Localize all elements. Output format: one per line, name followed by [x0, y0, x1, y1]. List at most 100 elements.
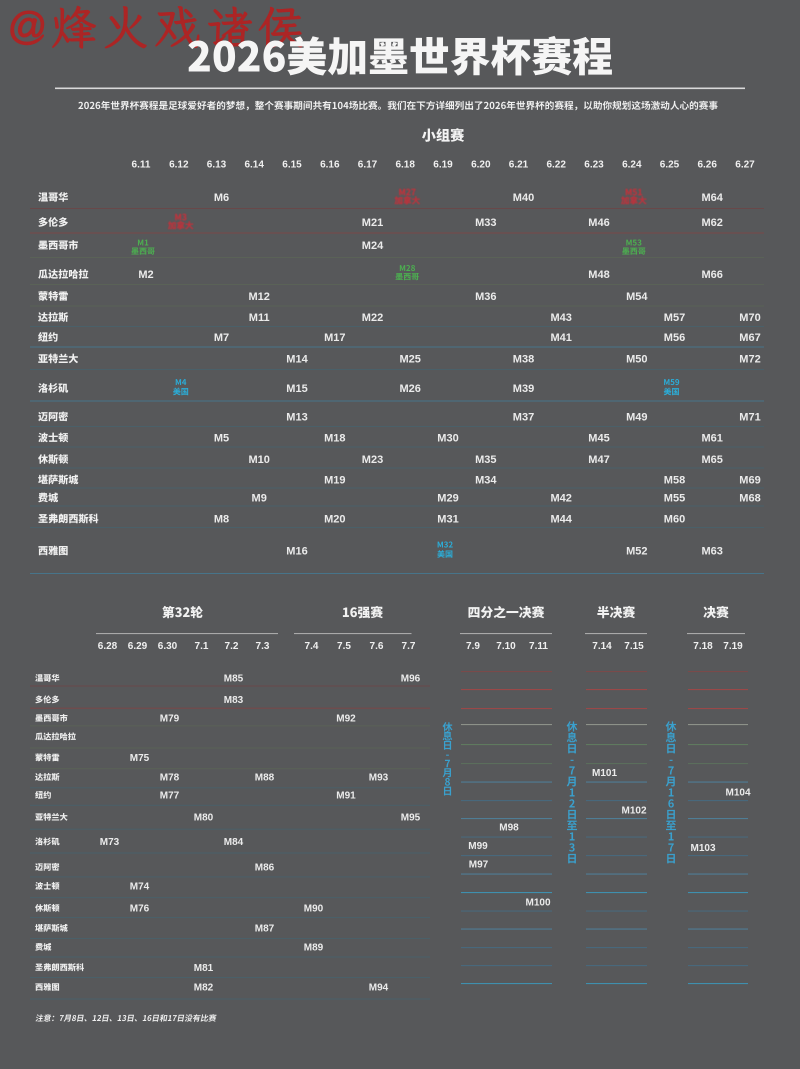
svg-text:7.11: 7.11	[529, 641, 548, 652]
svg-text:M82: M82	[194, 983, 214, 994]
svg-text:M16: M16	[286, 546, 307, 558]
svg-text:M38: M38	[513, 354, 534, 366]
svg-text:6.30: 6.30	[158, 641, 178, 652]
svg-text:M73: M73	[100, 837, 120, 848]
svg-text:7.1: 7.1	[195, 641, 209, 652]
svg-text:7.15: 7.15	[624, 641, 644, 652]
svg-text:6.24: 6.24	[622, 160, 642, 171]
svg-text:M6: M6	[214, 192, 229, 204]
svg-text:6.18: 6.18	[395, 160, 415, 171]
svg-text:M26: M26	[399, 383, 420, 395]
svg-text:M10: M10	[248, 454, 269, 466]
svg-text:M76: M76	[130, 904, 150, 915]
svg-text:6.14: 6.14	[244, 160, 264, 171]
svg-text:M49: M49	[626, 412, 647, 424]
svg-text:M29: M29	[437, 493, 458, 505]
svg-text:M85: M85	[224, 674, 244, 685]
svg-text:M20: M20	[324, 514, 345, 526]
svg-text:M40: M40	[513, 192, 534, 204]
svg-text:M86: M86	[255, 863, 275, 874]
svg-text:6.21: 6.21	[509, 160, 529, 171]
svg-text:M62: M62	[701, 217, 722, 229]
svg-text:7.4: 7.4	[305, 641, 319, 652]
svg-text:M74: M74	[130, 882, 150, 893]
svg-text:6.25: 6.25	[660, 160, 680, 171]
svg-text:M39: M39	[513, 383, 534, 395]
svg-text:M31: M31	[437, 514, 458, 526]
svg-text:M87: M87	[255, 924, 275, 935]
svg-text:M61: M61	[701, 433, 722, 445]
svg-text:M30: M30	[437, 433, 458, 445]
svg-text:6.15: 6.15	[282, 160, 302, 171]
svg-text:7.7: 7.7	[402, 641, 416, 652]
svg-text:M79: M79	[160, 714, 180, 725]
svg-text:M66: M66	[701, 269, 722, 281]
svg-text:M58: M58	[664, 475, 685, 487]
svg-text:6.12: 6.12	[169, 160, 189, 171]
svg-text:M57: M57	[664, 312, 685, 324]
svg-text:6.29: 6.29	[128, 641, 148, 652]
svg-text:M69: M69	[739, 475, 760, 487]
svg-text:6.11: 6.11	[132, 160, 151, 171]
svg-text:6.16: 6.16	[320, 160, 340, 171]
svg-text:6.20: 6.20	[471, 160, 491, 171]
svg-text:M56: M56	[664, 332, 685, 344]
svg-text:M13: M13	[286, 412, 307, 424]
svg-text:7.5: 7.5	[337, 641, 351, 652]
svg-text:M60: M60	[664, 514, 685, 526]
svg-text:M89: M89	[304, 943, 324, 954]
svg-text:M64: M64	[701, 192, 723, 204]
svg-text:7.2: 7.2	[225, 641, 239, 652]
svg-text:M23: M23	[362, 454, 383, 466]
svg-text:M78: M78	[160, 773, 180, 784]
svg-text:M12: M12	[248, 291, 269, 303]
svg-text:M83: M83	[224, 695, 244, 706]
svg-text:M95: M95	[401, 813, 421, 824]
svg-text:M42: M42	[550, 493, 571, 505]
svg-text:M88: M88	[255, 773, 275, 784]
svg-text:M81: M81	[194, 963, 214, 974]
svg-text:M5: M5	[214, 433, 229, 445]
svg-text:M35: M35	[475, 454, 496, 466]
svg-text:M92: M92	[336, 714, 356, 725]
svg-text:7.6: 7.6	[370, 641, 384, 652]
svg-text:M37: M37	[513, 412, 534, 424]
svg-text:M101: M101	[592, 768, 617, 779]
svg-text:M44: M44	[550, 514, 572, 526]
svg-text:M11: M11	[249, 312, 270, 324]
svg-text:M25: M25	[399, 354, 420, 366]
svg-text:M48: M48	[588, 269, 609, 281]
svg-text:6.19: 6.19	[433, 160, 453, 171]
svg-text:7.10: 7.10	[496, 641, 516, 652]
svg-text:M99: M99	[468, 841, 488, 852]
svg-text:M93: M93	[369, 773, 389, 784]
svg-text:M100: M100	[525, 898, 550, 909]
svg-text:M67: M67	[739, 332, 760, 344]
svg-text:6.13: 6.13	[207, 160, 227, 171]
svg-text:6.23: 6.23	[584, 160, 604, 171]
svg-text:M21: M21	[362, 217, 383, 229]
svg-text:M2: M2	[138, 269, 153, 281]
svg-text:M8: M8	[214, 514, 229, 526]
svg-text:M17: M17	[324, 332, 345, 344]
svg-text:M98: M98	[499, 823, 519, 834]
svg-text:M94: M94	[369, 983, 389, 994]
svg-text:M70: M70	[739, 312, 760, 324]
svg-text:6.26: 6.26	[697, 160, 717, 171]
svg-text:M18: M18	[324, 433, 345, 445]
svg-text:M50: M50	[626, 354, 647, 366]
svg-text:6.28: 6.28	[98, 641, 118, 652]
svg-text:M7: M7	[214, 332, 229, 344]
svg-text:M33: M33	[475, 217, 496, 229]
svg-text:7.9: 7.9	[466, 641, 480, 652]
svg-text:7.19: 7.19	[723, 641, 743, 652]
svg-text:M84: M84	[224, 837, 244, 848]
svg-text:M80: M80	[194, 813, 214, 824]
svg-text:M96: M96	[401, 674, 421, 685]
svg-text:M41: M41	[550, 332, 571, 344]
svg-text:M9: M9	[252, 493, 267, 505]
svg-text:M90: M90	[304, 904, 324, 915]
svg-text:M63: M63	[701, 546, 722, 558]
svg-text:M55: M55	[664, 493, 685, 505]
svg-text:M34: M34	[475, 475, 497, 487]
